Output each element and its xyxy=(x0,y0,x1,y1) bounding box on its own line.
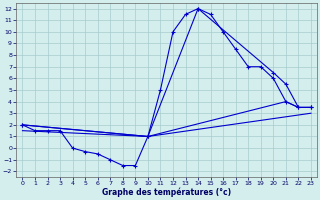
X-axis label: Graphe des températures (°c): Graphe des températures (°c) xyxy=(102,188,231,197)
